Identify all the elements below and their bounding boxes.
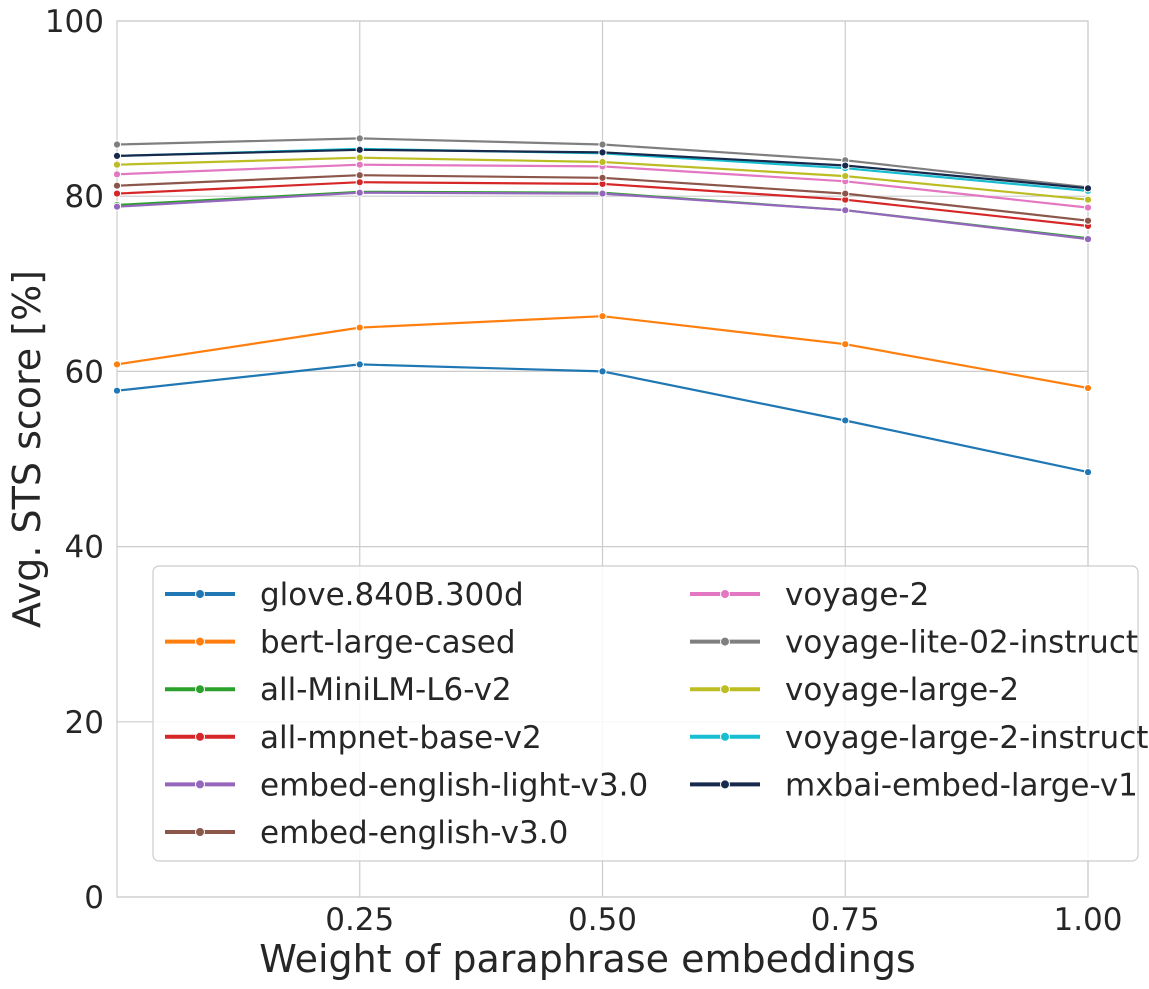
legend-label: voyage-large-2-instruct <box>785 720 1148 756</box>
x-tick-label: 1.00 <box>1053 902 1122 938</box>
legend-marker <box>720 731 730 742</box>
data-point <box>841 189 850 198</box>
data-point <box>355 145 364 154</box>
legend-label: embed-english-v3.0 <box>260 815 568 851</box>
legend-entry: all-mpnet-base-v2 <box>165 720 542 756</box>
legend-label: voyage-lite-02-instruct <box>785 625 1138 661</box>
y-axis-label: Avg. STS score [%] <box>5 270 49 628</box>
legend-marker <box>720 589 730 599</box>
data-point <box>355 360 364 369</box>
data-point <box>355 134 364 143</box>
legend-entry: bert-large-cased <box>165 625 516 661</box>
data-point <box>1083 184 1093 193</box>
data-point <box>598 312 607 321</box>
data-point <box>112 202 122 211</box>
legend-label: all-mpnet-base-v2 <box>260 720 542 756</box>
legend-label: all-MiniLM-L6-v2 <box>260 672 512 708</box>
legend-marker <box>195 684 205 695</box>
legend-entry: all-MiniLM-L6-v2 <box>165 672 512 708</box>
legend-label: embed-english-light-v3.0 <box>260 767 648 803</box>
legend: glove.840B.300d bert-large-cased all-MiniL… <box>152 565 1148 862</box>
legend-marker <box>720 779 730 790</box>
data-point <box>598 157 607 167</box>
data-point <box>841 416 850 425</box>
legend-entry: voyage-large-2-instruct <box>690 720 1148 756</box>
series-glove.840B.300d <box>112 360 1093 477</box>
data-point <box>1083 235 1093 244</box>
plot-area-frame <box>116 20 1089 898</box>
legend-label: voyage-large-2 <box>785 672 1019 708</box>
series-voyage-2 <box>112 160 1093 212</box>
legend-label: mxbai-embed-large-v1 <box>785 767 1138 803</box>
series-bert-large-cased <box>112 312 1093 393</box>
data-point <box>1083 195 1093 204</box>
data-point <box>355 160 364 169</box>
y-tick-label: 20 <box>65 705 104 741</box>
legend-marker <box>195 779 205 790</box>
data-point <box>355 153 364 162</box>
legend-label: glove.840B.300d <box>260 577 524 613</box>
data-point <box>355 323 364 332</box>
data-point <box>841 161 850 170</box>
data-point <box>355 188 364 197</box>
legend-marker <box>720 636 730 647</box>
legend-marker <box>195 827 205 837</box>
series-mxbai-embed-large-v1 <box>112 145 1093 193</box>
legend-entry: voyage-2 <box>690 577 929 613</box>
data-point <box>112 386 122 395</box>
legend-marker <box>195 731 205 742</box>
legend-entry: mxbai-embed-large-v1 <box>690 767 1138 803</box>
legend-marker <box>720 684 730 695</box>
x-tick-label: 0.75 <box>811 902 880 938</box>
legend-entry: voyage-large-2 <box>690 672 1019 708</box>
y-tick-label: 80 <box>65 179 104 215</box>
series-embed-english-v3.0 <box>112 171 1093 225</box>
y-tick-label: 100 <box>45 4 104 40</box>
data-point <box>1083 216 1093 225</box>
data-point <box>598 140 607 149</box>
y-tick-label: 40 <box>65 530 104 566</box>
series-layer <box>112 134 1093 477</box>
legend-label: voyage-2 <box>785 577 929 613</box>
data-point <box>598 173 607 182</box>
legend-label: bert-large-cased <box>260 625 516 661</box>
data-point <box>112 360 122 369</box>
data-point <box>1083 383 1093 393</box>
data-point <box>1083 203 1093 212</box>
y-tick-label: 0 <box>84 880 104 916</box>
data-point <box>841 171 850 181</box>
data-point <box>112 151 122 161</box>
x-axis-label: Weight of paraphrase embeddings <box>259 937 916 981</box>
data-point <box>841 206 850 215</box>
data-point <box>112 140 122 149</box>
legend-box <box>152 565 1139 862</box>
legend-marker <box>195 589 205 599</box>
data-point <box>112 181 122 190</box>
series-all-mpnet-base-v2 <box>112 178 1093 231</box>
x-tick-label: 0.25 <box>325 902 394 938</box>
data-point <box>112 189 122 198</box>
series-embed-english-light-v3.0 <box>112 188 1093 244</box>
data-point <box>841 340 850 349</box>
legend-entry: glove.840B.300d <box>165 577 524 613</box>
data-point <box>1083 468 1093 477</box>
legend-marker <box>195 636 205 647</box>
data-point <box>112 170 122 179</box>
data-point <box>355 171 364 180</box>
data-point <box>355 178 364 187</box>
legend-entry: voyage-lite-02-instruct <box>690 625 1138 661</box>
data-point <box>598 189 607 198</box>
data-point <box>598 148 607 157</box>
series-voyage-large-2 <box>112 153 1093 204</box>
data-point <box>112 160 122 169</box>
legend-entry: embed-english-v3.0 <box>165 815 568 851</box>
y-tick-label: 60 <box>65 354 104 390</box>
legend-entry: embed-english-light-v3.0 <box>165 767 648 803</box>
tick-labels: 0.25 0.50 0.75 1.00 0 20 40 60 80 100 <box>45 4 1123 938</box>
data-point <box>598 367 607 376</box>
x-tick-label: 0.50 <box>568 902 637 938</box>
